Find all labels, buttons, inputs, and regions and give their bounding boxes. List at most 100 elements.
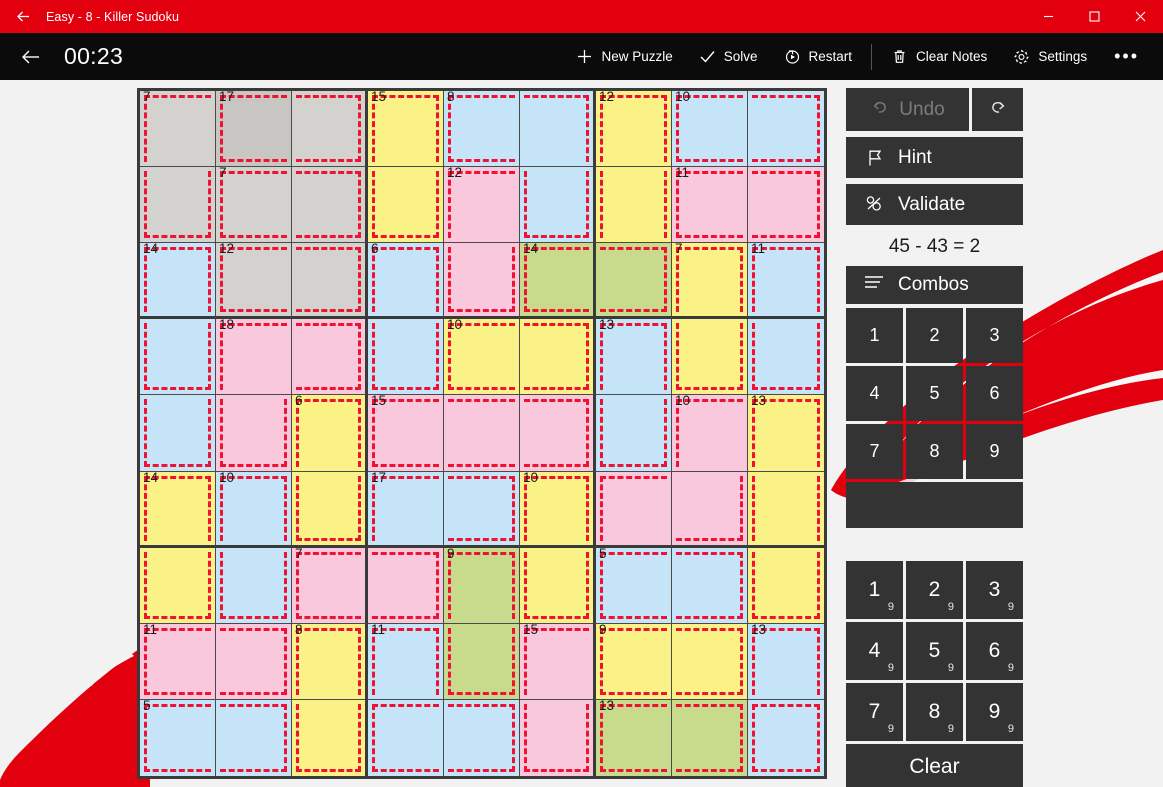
sudoku-cell-r5c2[interactable] <box>216 395 292 472</box>
sudoku-cell-r1c1[interactable]: 7 <box>140 91 216 168</box>
sudoku-cell-r8c3[interactable]: 8 <box>292 623 368 700</box>
redo-button[interactable] <box>972 88 1023 131</box>
undo-button[interactable]: Undo <box>846 88 969 131</box>
sudoku-cell-r1c9[interactable] <box>748 91 824 168</box>
sudoku-cell-r6c7[interactable] <box>596 471 672 548</box>
sudoku-cell-r2c2[interactable]: 7 <box>216 167 292 244</box>
sudoku-cell-r8c8[interactable] <box>672 623 748 700</box>
sudoku-cell-r6c9[interactable] <box>748 471 824 548</box>
combo-key-7[interactable]: 7 <box>846 424 903 479</box>
back-icon[interactable] <box>0 0 46 33</box>
sudoku-cell-r9c3[interactable] <box>292 699 368 776</box>
solve-button[interactable]: Solve <box>686 33 771 80</box>
sudoku-cell-r7c3[interactable]: 7 <box>292 547 368 624</box>
sudoku-cell-r8c2[interactable] <box>216 623 292 700</box>
sudoku-cell-r1c5[interactable]: 8 <box>444 91 520 168</box>
sudoku-cell-r8c1[interactable]: 11 <box>140 623 216 700</box>
sudoku-cell-r7c5[interactable]: 9 <box>444 547 520 624</box>
sudoku-cell-r9c5[interactable] <box>444 699 520 776</box>
sudoku-cell-r3c4[interactable]: 6 <box>368 243 444 320</box>
sudoku-cell-r2c7[interactable] <box>596 167 672 244</box>
sudoku-cell-r6c3[interactable] <box>292 471 368 548</box>
sudoku-cell-r4c7[interactable]: 13 <box>596 319 672 396</box>
sudoku-cell-r1c2[interactable]: 17 <box>216 91 292 168</box>
combo-key-3[interactable]: 3 <box>966 308 1023 363</box>
sudoku-cell-r5c5[interactable] <box>444 395 520 472</box>
sudoku-cell-r5c6[interactable] <box>520 395 596 472</box>
sudoku-cell-r6c5[interactable] <box>444 471 520 548</box>
sudoku-cell-r7c8[interactable] <box>672 547 748 624</box>
sudoku-cell-r4c9[interactable] <box>748 319 824 396</box>
hint-button[interactable]: Hint <box>846 137 1023 178</box>
clear-button[interactable]: Clear <box>846 744 1023 787</box>
combo-key-2[interactable]: 2 <box>906 308 963 363</box>
sudoku-cell-r5c1[interactable] <box>140 395 216 472</box>
minimize-icon[interactable] <box>1025 0 1071 33</box>
sudoku-cell-r7c7[interactable]: 5 <box>596 547 672 624</box>
sudoku-cell-r7c2[interactable] <box>216 547 292 624</box>
sudoku-cell-r2c3[interactable] <box>292 167 368 244</box>
sudoku-cell-r9c9[interactable] <box>748 699 824 776</box>
combo-key-4[interactable]: 4 <box>846 366 903 421</box>
settings-button[interactable]: Settings <box>1000 33 1100 80</box>
sudoku-cell-r4c4[interactable] <box>368 319 444 396</box>
sudoku-cell-r9c1[interactable]: 5 <box>140 699 216 776</box>
sudoku-cell-r3c1[interactable]: 14 <box>140 243 216 320</box>
combo-key-6[interactable]: 6 <box>966 366 1023 421</box>
ellipsis-icon[interactable]: ••• <box>1114 46 1139 66</box>
sudoku-cell-r5c8[interactable]: 10 <box>672 395 748 472</box>
sudoku-board[interactable]: 7 17 15 8 12 10 7 12 11 14 12 6 14 7 11 18 10 13 6 15 10 13 14… <box>137 88 827 779</box>
sudoku-cell-r7c9[interactable] <box>748 547 824 624</box>
sudoku-cell-r9c8[interactable] <box>672 699 748 776</box>
sudoku-cell-r6c2[interactable]: 10 <box>216 471 292 548</box>
sudoku-cell-r2c9[interactable] <box>748 167 824 244</box>
sudoku-cell-r3c5[interactable] <box>444 243 520 320</box>
sudoku-cell-r1c3[interactable] <box>292 91 368 168</box>
sudoku-cell-r5c4[interactable]: 15 <box>368 395 444 472</box>
sudoku-cell-r9c6[interactable] <box>520 699 596 776</box>
sudoku-cell-r5c3[interactable]: 6 <box>292 395 368 472</box>
sudoku-cell-r4c3[interactable] <box>292 319 368 396</box>
combo-key-9[interactable]: 9 <box>966 424 1023 479</box>
sudoku-cell-r6c6[interactable]: 10 <box>520 471 596 548</box>
sudoku-cell-r6c1[interactable]: 14 <box>140 471 216 548</box>
sudoku-cell-r3c6[interactable]: 14 <box>520 243 596 320</box>
sudoku-cell-r9c4[interactable] <box>368 699 444 776</box>
combos-button[interactable]: Combos <box>846 266 1023 304</box>
sudoku-cell-r1c6[interactable] <box>520 91 596 168</box>
sudoku-cell-r6c8[interactable] <box>672 471 748 548</box>
navigate-back-button[interactable] <box>0 33 62 80</box>
sudoku-cell-r4c8[interactable] <box>672 319 748 396</box>
sudoku-cell-r1c8[interactable]: 10 <box>672 91 748 168</box>
sudoku-cell-r9c7[interactable]: 13 <box>596 699 672 776</box>
sudoku-cell-r2c8[interactable]: 11 <box>672 167 748 244</box>
sudoku-cell-r4c1[interactable] <box>140 319 216 396</box>
maximize-icon[interactable] <box>1071 0 1117 33</box>
combo-key-8[interactable]: 8 <box>906 424 963 479</box>
sudoku-cell-r8c5[interactable] <box>444 623 520 700</box>
sudoku-cell-r7c4[interactable] <box>368 547 444 624</box>
clear-notes-button[interactable]: Clear Notes <box>878 33 1000 80</box>
combos-keypad[interactable]: 1 2 3 4 5 6 7 8 9 <box>846 308 1023 479</box>
restart-button[interactable]: Restart <box>771 33 866 80</box>
validate-button[interactable]: Validate <box>846 184 1023 225</box>
sudoku-cell-r3c8[interactable]: 7 <box>672 243 748 320</box>
sudoku-cell-r3c2[interactable]: 12 <box>216 243 292 320</box>
close-icon[interactable] <box>1117 0 1163 33</box>
sudoku-cell-r4c5[interactable]: 10 <box>444 319 520 396</box>
sudoku-cell-r8c7[interactable]: 9 <box>596 623 672 700</box>
sudoku-cell-r8c4[interactable]: 11 <box>368 623 444 700</box>
sudoku-cell-r3c7[interactable] <box>596 243 672 320</box>
new-puzzle-button[interactable]: New Puzzle <box>563 33 685 80</box>
sudoku-cell-r2c5[interactable]: 12 <box>444 167 520 244</box>
sudoku-cell-r4c2[interactable]: 18 <box>216 319 292 396</box>
